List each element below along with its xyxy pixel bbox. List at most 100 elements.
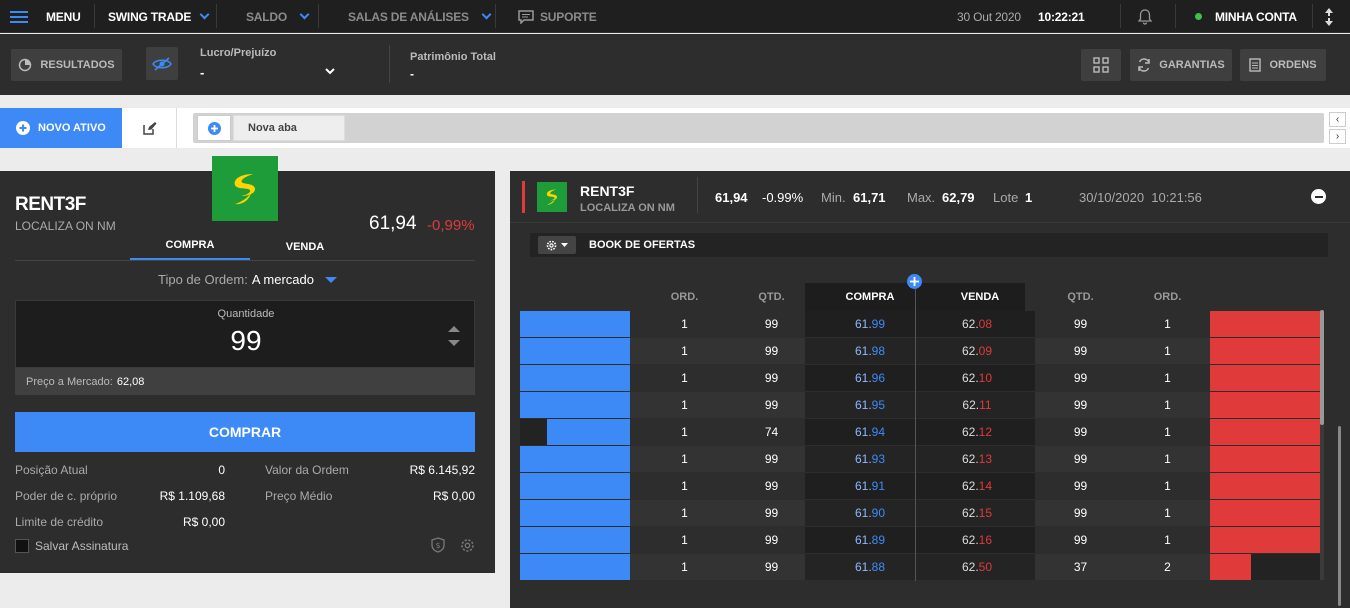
lucro-dropdown[interactable] <box>325 65 335 79</box>
settings-dropdown[interactable] <box>538 236 576 254</box>
min-value: 61,71 <box>853 190 886 205</box>
chevron-down-icon <box>481 9 492 20</box>
col-venda: VENDA <box>960 291 1000 303</box>
suporte-button[interactable]: SUPORTE <box>518 0 597 33</box>
results-button[interactable]: RESULTADOS <box>11 49 122 81</box>
book-datetime: 30/10/2020 10:21:56 <box>1079 190 1202 205</box>
salas-dropdown[interactable]: SALAS DE ANÁLISES <box>348 0 492 33</box>
ord-sell-cell: 2 <box>1164 560 1171 574</box>
sell-depth-cell <box>1210 392 1320 418</box>
divider <box>389 45 390 83</box>
table-row[interactable]: 1 99 61. 99 62. 08 99 1 <box>520 311 1320 337</box>
scrollbar-track <box>1320 310 1324 580</box>
max-value: 62,79 <box>942 190 975 205</box>
buy-depth-cell <box>520 392 630 418</box>
quantity-stepper[interactable]: Quantidade 99 <box>15 300 475 368</box>
stepper-arrows-icon[interactable] <box>448 325 460 347</box>
buy-price-dec: 96 <box>871 371 886 385</box>
buy-price-dec: 91 <box>871 479 886 493</box>
tab-compra[interactable]: COMPRA <box>130 232 250 261</box>
sell-depth-bar <box>1210 419 1320 445</box>
sell-depth-bar <box>1210 338 1320 364</box>
sell-price-dec: 16 <box>978 533 993 547</box>
buy-price-int: 61. <box>854 533 872 547</box>
ord-sell-cell: 1 <box>1164 533 1171 547</box>
shield-dollar-icon[interactable]: $ <box>431 537 445 553</box>
last-price: 61,94 <box>369 213 417 234</box>
valor-ordem-label: Valor da Ordem <box>265 463 349 477</box>
add-level-button[interactable] <box>907 274 922 289</box>
order-type-select[interactable]: Tipo de Ordem: A mercado <box>0 272 495 287</box>
plus-circle-icon <box>207 121 221 135</box>
novo-ativo-button[interactable]: NOVO ATIVO <box>0 108 122 148</box>
garantias-button[interactable]: GARANTIAS <box>1130 49 1232 81</box>
buy-depth-cell <box>520 338 630 364</box>
qtd-sell-cell: 99 <box>1073 425 1088 439</box>
checkbox-box[interactable] <box>15 539 29 553</box>
mode-dropdown[interactable]: SWING TRADE <box>108 0 210 33</box>
quantity-value[interactable]: 99 <box>230 325 262 356</box>
account-button[interactable]: MINHA CONTA <box>1195 0 1297 33</box>
ord-sell-cell: 1 <box>1164 371 1171 385</box>
ord-buy-cell: 1 <box>681 425 688 439</box>
qtd-sell-cell: 37 <box>1073 560 1088 574</box>
col-qtd-buy: QTD. <box>758 291 785 303</box>
scroll-tabs-right[interactable]: › <box>1329 129 1346 144</box>
ord-buy-cell: 1 <box>681 371 688 385</box>
collapse-toggle[interactable] <box>1324 0 1334 33</box>
poder-label: Poder de c. próprio <box>15 489 118 503</box>
chevron-left-icon: ‹ <box>1335 114 1340 125</box>
buy-price-int: 61. <box>854 452 872 466</box>
scroll-tabs-left[interactable]: ‹ <box>1329 112 1346 127</box>
tab-strip <box>193 113 1324 143</box>
divider <box>318 4 319 28</box>
center-divider <box>915 289 916 581</box>
edit-button[interactable] <box>122 108 177 148</box>
divider <box>94 4 95 28</box>
menu-button[interactable]: MENU <box>10 0 81 33</box>
sell-price-dec: 13 <box>978 452 993 466</box>
scrollbar-thumb[interactable] <box>1320 310 1324 425</box>
company-logo <box>212 156 278 221</box>
lucro-label: Lucro/Prejuízo <box>200 47 277 59</box>
panel-scrollbar-thumb[interactable] <box>1338 426 1341 606</box>
sell-price-int: 62. <box>961 452 979 466</box>
salvar-assinatura-checkbox[interactable]: Salvar Assinatura <box>15 539 128 553</box>
hide-values-toggle[interactable] <box>146 47 178 80</box>
tab-nova-aba[interactable]: Nova aba <box>233 115 345 141</box>
add-tab-button[interactable] <box>197 115 231 141</box>
notifications-button[interactable] <box>1138 0 1152 33</box>
minimize-button[interactable] <box>1311 189 1326 204</box>
qtd-buy-cell: 99 <box>764 452 779 466</box>
order-type-value: A mercado <box>251 272 314 287</box>
buy-depth-bar <box>520 473 630 499</box>
buy-depth-cell <box>520 500 630 526</box>
divider <box>697 177 698 213</box>
buy-depth-bar <box>520 500 630 526</box>
buy-price-int: 61. <box>854 425 872 439</box>
ordens-button[interactable]: ORDENS <box>1240 49 1326 81</box>
buy-price-cell: 61. 90 <box>805 500 915 526</box>
svg-text:$: $ <box>435 541 440 550</box>
online-status-icon <box>1195 13 1202 20</box>
sell-depth-bar <box>1210 473 1320 499</box>
mode-label: SWING TRADE <box>108 9 192 24</box>
sell-depth-cell <box>1210 338 1320 364</box>
sell-price-int: 62. <box>961 533 979 547</box>
tab-venda[interactable]: VENDA <box>250 232 360 261</box>
qtd-buy-cell: 99 <box>764 317 779 331</box>
sell-price-dec: 12 <box>978 425 993 439</box>
layout-grid-button[interactable] <box>1081 49 1121 81</box>
divider <box>1175 4 1176 28</box>
buy-price-int: 61. <box>854 398 872 412</box>
qtd-sell-cell: 99 <box>1073 317 1088 331</box>
saldo-dropdown[interactable]: SALDO <box>246 0 310 33</box>
comprar-button[interactable]: COMPRAR <box>15 412 475 452</box>
valor-ordem-value: R$ 6.145,92 <box>409 463 475 477</box>
qtd-buy-cell: 99 <box>764 560 779 574</box>
sell-price-int: 62. <box>961 371 979 385</box>
qtd-buy-cell: 99 <box>764 506 779 520</box>
gear-icon[interactable] <box>460 538 475 553</box>
grid-icon <box>1093 57 1109 73</box>
max-label: Max. <box>907 190 936 205</box>
